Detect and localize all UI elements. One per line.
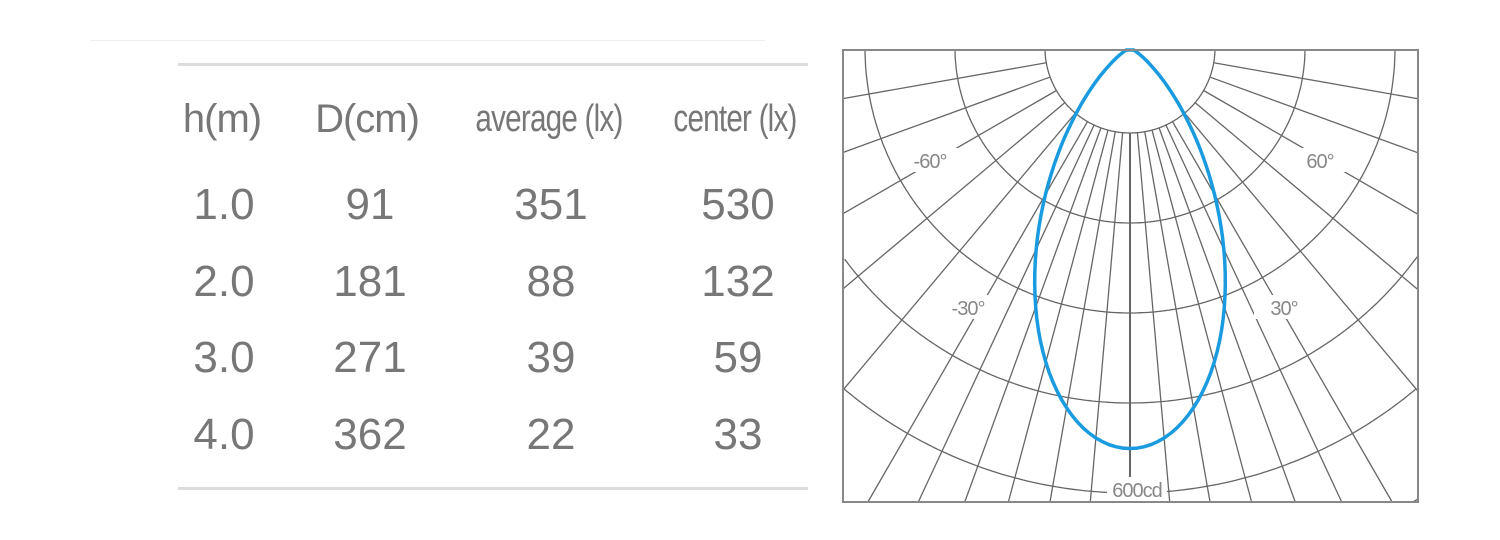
grid-radial bbox=[1194, 102, 1419, 291]
table-cell: 530 bbox=[701, 180, 775, 229]
label-background bbox=[1254, 295, 1314, 319]
top-divider bbox=[90, 40, 765, 41]
table-cell: 91 bbox=[345, 180, 395, 229]
grid-radial bbox=[1089, 132, 1124, 503]
table-bottom-rule bbox=[178, 487, 808, 490]
table-cell: 181 bbox=[333, 257, 407, 306]
angle-label: 30° bbox=[1270, 298, 1297, 320]
grid-radial bbox=[1165, 124, 1343, 503]
header-diameter: D(cm) bbox=[315, 97, 420, 141]
grid-radial bbox=[1144, 131, 1211, 503]
table-cell: 33 bbox=[713, 410, 763, 459]
table-cell: 59 bbox=[713, 333, 763, 382]
table-cell: 132 bbox=[701, 257, 775, 306]
grid-radial bbox=[842, 62, 1047, 100]
grid-ring bbox=[1044, 50, 1216, 134]
label-background bbox=[1290, 148, 1350, 172]
grid-ring bbox=[844, 256, 1418, 404]
grid-radial bbox=[842, 102, 1066, 290]
table-cell: 1.0 bbox=[193, 180, 255, 229]
grid-radial bbox=[917, 124, 1095, 503]
header-center: center (lx) bbox=[673, 98, 797, 140]
label-background bbox=[900, 148, 960, 172]
header-average: average (lx) bbox=[475, 98, 623, 140]
table-cell: 39 bbox=[526, 333, 576, 382]
table-cell: 271 bbox=[333, 333, 407, 382]
grid-radial bbox=[964, 127, 1102, 503]
angle-label: -60° bbox=[914, 151, 947, 173]
label-background bbox=[1107, 477, 1167, 501]
grid-radial bbox=[1136, 132, 1171, 503]
chart-frame bbox=[842, 49, 1419, 503]
grid-radial bbox=[1213, 62, 1419, 100]
grid-radial bbox=[1007, 129, 1109, 503]
grid-radial bbox=[1151, 129, 1253, 503]
grid-radial bbox=[1184, 112, 1419, 392]
table-cell: 4.0 bbox=[193, 410, 255, 459]
label-background bbox=[938, 295, 998, 319]
header-height: h(m) bbox=[182, 97, 262, 141]
grid-radial bbox=[1209, 76, 1419, 154]
angle-label: 600cd bbox=[1112, 480, 1162, 502]
table-cell: 351 bbox=[514, 180, 588, 229]
grid-radial bbox=[1158, 127, 1296, 503]
grid-radial bbox=[1049, 131, 1116, 503]
table-cell: 22 bbox=[526, 410, 576, 459]
table-cell: 2.0 bbox=[193, 257, 255, 306]
angle-label: 60° bbox=[1306, 151, 1333, 173]
grid-radial bbox=[842, 76, 1051, 154]
grid-radial bbox=[842, 112, 1076, 391]
table-top-rule bbox=[178, 63, 808, 66]
intensity-curve bbox=[1032, 48, 1228, 451]
angle-label: -30° bbox=[952, 298, 985, 320]
table-cell: 3.0 bbox=[193, 333, 255, 382]
table-cell: 88 bbox=[526, 257, 576, 306]
table-cell: 362 bbox=[333, 410, 407, 459]
